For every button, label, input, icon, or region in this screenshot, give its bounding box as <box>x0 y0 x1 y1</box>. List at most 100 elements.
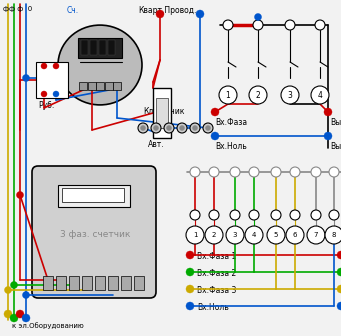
Text: 5: 5 <box>274 232 278 238</box>
Text: фф ф  0: фф ф 0 <box>3 6 32 12</box>
Circle shape <box>156 10 164 18</box>
Circle shape <box>339 302 341 309</box>
Bar <box>108 276 118 290</box>
Circle shape <box>4 287 12 294</box>
Text: Вх.Ноль: Вх.Ноль <box>197 303 229 312</box>
Bar <box>113 82 121 90</box>
Text: к эл.Оборудованию: к эл.Оборудованию <box>12 322 84 329</box>
Circle shape <box>23 75 30 82</box>
Circle shape <box>179 126 184 130</box>
Circle shape <box>329 167 339 177</box>
Bar <box>153 88 171 138</box>
Circle shape <box>249 167 259 177</box>
Circle shape <box>16 310 24 318</box>
Text: Авт.: Авт. <box>148 140 165 149</box>
Circle shape <box>209 167 219 177</box>
Circle shape <box>324 132 332 140</box>
Circle shape <box>315 20 325 30</box>
Circle shape <box>337 302 341 310</box>
Circle shape <box>226 226 244 244</box>
Circle shape <box>249 210 259 220</box>
Bar <box>78 38 122 58</box>
Bar <box>62 188 124 202</box>
Bar <box>95 276 105 290</box>
Circle shape <box>271 167 281 177</box>
Circle shape <box>339 268 341 276</box>
Text: Вых.0: Вых.0 <box>330 142 341 151</box>
Bar <box>82 276 92 290</box>
Circle shape <box>286 226 304 244</box>
Bar <box>79 82 87 90</box>
Circle shape <box>245 226 263 244</box>
Circle shape <box>205 226 223 244</box>
Text: Кварт.Провод.: Кварт.Провод. <box>138 6 196 15</box>
Circle shape <box>203 123 213 133</box>
Bar <box>88 82 96 90</box>
Bar <box>105 82 113 90</box>
FancyBboxPatch shape <box>32 166 156 298</box>
Circle shape <box>16 192 24 199</box>
Circle shape <box>186 285 194 293</box>
Circle shape <box>325 226 341 244</box>
Bar <box>43 276 53 290</box>
Ellipse shape <box>58 25 142 105</box>
Circle shape <box>267 226 285 244</box>
Circle shape <box>254 13 262 20</box>
Circle shape <box>23 292 30 298</box>
Text: 4: 4 <box>252 232 256 238</box>
Circle shape <box>249 86 267 104</box>
Circle shape <box>41 91 47 97</box>
Circle shape <box>166 126 172 130</box>
Text: Руб.: Руб. <box>38 101 54 110</box>
Circle shape <box>196 10 204 18</box>
Circle shape <box>311 86 329 104</box>
Circle shape <box>190 123 200 133</box>
Circle shape <box>151 123 161 133</box>
Text: Вых.Ф: Вых.Ф <box>330 118 341 127</box>
Bar <box>96 82 104 90</box>
Circle shape <box>53 91 59 97</box>
Bar <box>99 40 106 55</box>
Bar <box>156 98 168 128</box>
Text: 3: 3 <box>233 232 237 238</box>
Circle shape <box>186 302 194 310</box>
Bar <box>58 185 130 207</box>
Circle shape <box>164 123 174 133</box>
Circle shape <box>186 268 194 276</box>
Circle shape <box>211 132 219 140</box>
Circle shape <box>281 86 299 104</box>
Circle shape <box>271 210 281 220</box>
Circle shape <box>311 210 321 220</box>
Text: 6: 6 <box>293 232 297 238</box>
Circle shape <box>307 226 325 244</box>
Circle shape <box>186 251 194 259</box>
Bar <box>81 40 88 55</box>
Circle shape <box>22 314 30 322</box>
Circle shape <box>223 20 233 30</box>
Circle shape <box>285 20 295 30</box>
Circle shape <box>206 126 210 130</box>
Circle shape <box>337 268 341 276</box>
Circle shape <box>329 210 339 220</box>
Text: 1: 1 <box>226 90 231 99</box>
Circle shape <box>290 210 300 220</box>
Circle shape <box>230 210 240 220</box>
Circle shape <box>339 252 341 258</box>
Bar <box>108 40 115 55</box>
Circle shape <box>211 108 219 116</box>
Text: 2: 2 <box>212 232 216 238</box>
Text: 2: 2 <box>256 90 261 99</box>
Circle shape <box>138 123 148 133</box>
Text: Вх.Фаза 3: Вх.Фаза 3 <box>197 286 236 295</box>
Bar <box>134 276 144 290</box>
Text: Клеммник: Клеммник <box>143 107 184 116</box>
Text: 7: 7 <box>314 232 318 238</box>
Circle shape <box>337 285 341 293</box>
Bar <box>90 40 97 55</box>
Circle shape <box>10 314 18 322</box>
Circle shape <box>153 126 159 130</box>
Text: Вх.Фаза: Вх.Фаза <box>215 118 247 127</box>
Text: 8: 8 <box>332 232 336 238</box>
Circle shape <box>190 210 200 220</box>
Circle shape <box>177 123 187 133</box>
